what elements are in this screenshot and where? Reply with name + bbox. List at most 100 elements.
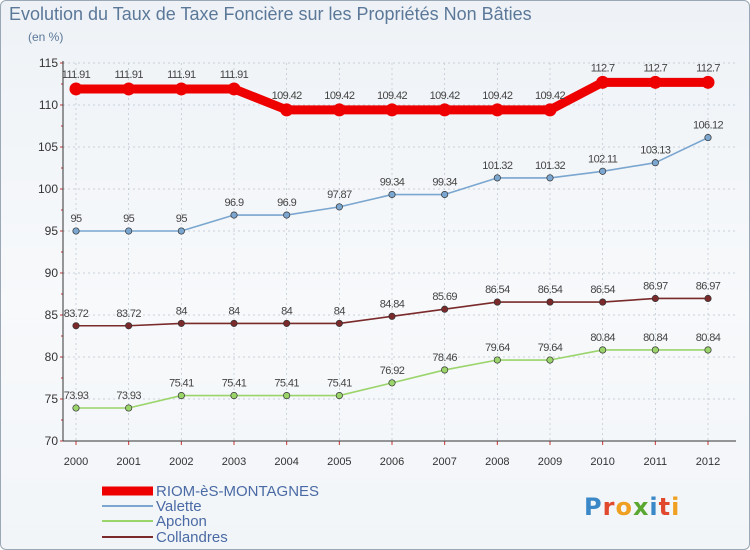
data-label: 109.42: [430, 90, 461, 102]
data-point: [125, 404, 133, 412]
y-tick-label: 105: [38, 140, 58, 154]
legend-label: RIOM-èS-MONTAGNES: [156, 483, 319, 500]
chart-title: Evolution du Taux de Taxe Foncière sur l…: [9, 4, 532, 24]
data-label: 112.7: [591, 62, 615, 74]
data-label: 111.91: [220, 69, 249, 81]
data-point: [441, 190, 449, 199]
y-tick-label: 90: [45, 266, 59, 280]
data-label: 80.84: [696, 332, 721, 344]
data-point: [122, 82, 136, 96]
data-label: 78.46: [432, 352, 457, 364]
data-label: 84: [334, 305, 346, 317]
x-tick-label: 2009: [538, 456, 562, 468]
data-point: [72, 227, 80, 235]
data-point: [125, 322, 133, 330]
data-point: [704, 294, 712, 303]
data-label: 86.54: [538, 284, 563, 296]
data-point: [648, 75, 662, 89]
grid-lines: [63, 62, 736, 442]
x-tick-label: 2003: [222, 456, 246, 468]
data-point: [651, 159, 659, 167]
x-tick-label: 2011: [644, 456, 668, 468]
data-label: 79.64: [538, 342, 563, 354]
data-point: [230, 319, 238, 327]
data-point: [332, 103, 346, 117]
data-label: 80.84: [643, 332, 668, 344]
series-group: [69, 75, 715, 412]
x-tick-label: 2005: [327, 456, 351, 468]
data-point: [704, 346, 712, 354]
data-label: 103.13: [640, 145, 671, 157]
legend-label: Valette: [156, 498, 202, 515]
data-point: [335, 203, 343, 211]
x-tick-label: 2012: [696, 456, 720, 468]
data-label: 99.34: [432, 177, 457, 189]
data-label: 109.42: [324, 90, 355, 102]
data-label: 86.54: [485, 284, 510, 296]
y-tick-label: 75: [45, 392, 59, 406]
x-tick-label: 2007: [432, 456, 456, 468]
y-tick-label: 115: [39, 56, 58, 70]
data-label: 111.91: [62, 69, 91, 81]
data-point: [283, 211, 291, 219]
axes: 70 75 80 85 90 95 100 105 110 115 2000 2001 2002 2003…: [38, 56, 736, 468]
data-label: 75.41: [327, 378, 352, 390]
data-point: [335, 319, 343, 327]
data-point: [546, 174, 554, 182]
data-label: 73.93: [64, 390, 89, 402]
chart-subtitle: (en %): [28, 30, 64, 44]
data-label: 101.32: [535, 160, 566, 172]
x-tick-label: 2000: [64, 456, 88, 468]
data-label: 99.34: [380, 177, 405, 189]
data-label: 111.91: [114, 69, 143, 81]
y-tick-label: 100: [38, 182, 58, 196]
data-label: 95: [70, 213, 82, 225]
data-point: [72, 322, 80, 330]
data-point: [493, 356, 501, 364]
data-point: [704, 134, 712, 142]
data-label: 75.41: [169, 378, 194, 390]
data-point: [72, 404, 80, 412]
data-labels: 95 95 95 96.9 96.9 97.87 99.34 99.34 101.32 101.3…: [62, 62, 724, 402]
x-tick-label: 2008: [485, 456, 509, 468]
data-point: [335, 392, 343, 400]
data-point: [441, 305, 449, 313]
data-label: 75.41: [274, 378, 299, 390]
y-tick-label: 85: [45, 308, 59, 322]
data-label: 83.72: [64, 308, 89, 320]
data-point: [280, 103, 294, 117]
data-point: [546, 356, 554, 364]
y-tick-label: 110: [39, 98, 58, 112]
data-label: 109.42: [535, 90, 566, 102]
data-point: [388, 379, 396, 387]
data-label: 101.32: [482, 160, 513, 172]
data-point: [177, 319, 185, 327]
data-point: [230, 211, 238, 219]
data-point: [599, 167, 607, 175]
data-point: [546, 298, 554, 306]
y-tick-label: 70: [45, 434, 59, 448]
x-tick-label: 2004: [274, 456, 298, 468]
data-label: 111.91: [167, 69, 196, 81]
data-point: [283, 392, 291, 400]
data-label: 96.9: [277, 197, 296, 209]
data-label: 86.97: [643, 280, 668, 292]
data-label: 86.97: [696, 280, 721, 292]
data-label: 84: [281, 305, 293, 317]
data-point: [493, 174, 501, 182]
x-tick-label: 2002: [169, 456, 193, 468]
data-point: [493, 298, 501, 306]
data-point: [385, 103, 399, 117]
data-label: 109.42: [272, 90, 303, 102]
data-point: [227, 82, 241, 96]
data-point: [125, 227, 133, 235]
data-label: 102.11: [588, 153, 618, 165]
data-label: 75.41: [222, 378, 247, 390]
data-label: 95: [123, 213, 135, 225]
x-tick-label: 2001: [116, 456, 140, 468]
data-point: [69, 82, 83, 96]
data-label: 79.64: [485, 342, 510, 354]
y-tick-label: 95: [45, 224, 59, 238]
